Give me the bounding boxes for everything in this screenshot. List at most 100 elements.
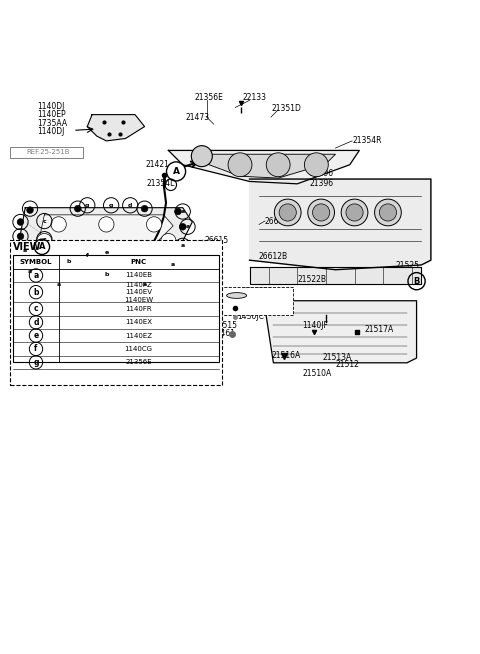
Polygon shape <box>250 179 431 269</box>
Circle shape <box>266 153 290 177</box>
Text: a: a <box>180 243 185 249</box>
Text: 1140JF: 1140JF <box>302 320 328 330</box>
Circle shape <box>17 218 24 226</box>
Text: 21354R: 21354R <box>352 137 382 145</box>
Text: 21396: 21396 <box>309 179 333 188</box>
Circle shape <box>137 277 152 292</box>
Circle shape <box>161 252 176 268</box>
Text: 26615: 26615 <box>204 235 228 245</box>
Text: a: a <box>18 220 23 224</box>
Text: g: g <box>85 203 89 208</box>
Text: 1140EB: 1140EB <box>125 273 152 279</box>
Text: 21356E: 21356E <box>195 94 224 103</box>
Text: a: a <box>143 282 146 286</box>
Text: 1140FZ
1140EV
1140EW: 1140FZ 1140EV 1140EW <box>124 282 153 303</box>
Text: c: c <box>34 304 38 313</box>
Text: 21351D: 21351D <box>271 104 301 113</box>
Text: a: a <box>28 206 32 211</box>
Circle shape <box>161 233 176 249</box>
Circle shape <box>308 199 335 226</box>
Circle shape <box>192 146 212 167</box>
Text: a: a <box>23 248 27 253</box>
Text: a: a <box>171 262 175 267</box>
Circle shape <box>141 205 148 212</box>
Text: 21354L: 21354L <box>147 179 175 188</box>
Circle shape <box>17 233 24 239</box>
Text: g: g <box>109 203 113 208</box>
Text: 26614: 26614 <box>176 260 200 269</box>
Circle shape <box>99 243 114 258</box>
Text: 1140DJ: 1140DJ <box>37 128 64 136</box>
Circle shape <box>341 199 368 226</box>
Text: 1140CG: 1140CG <box>125 346 153 352</box>
Circle shape <box>304 153 328 177</box>
Text: 21515: 21515 <box>214 320 238 330</box>
Text: 21473: 21473 <box>185 114 209 122</box>
Text: b: b <box>104 272 108 277</box>
Text: 1735AA: 1735AA <box>37 119 67 128</box>
FancyBboxPatch shape <box>10 240 222 385</box>
Text: 1140FC: 1140FC <box>110 216 139 226</box>
Text: B: B <box>413 277 420 286</box>
Text: 22124A: 22124A <box>238 303 267 313</box>
Text: b: b <box>33 288 39 297</box>
Circle shape <box>99 216 114 232</box>
Text: VIEW: VIEW <box>13 242 42 252</box>
Circle shape <box>56 277 71 292</box>
Circle shape <box>99 267 114 282</box>
Circle shape <box>312 204 330 221</box>
Text: 1430JC: 1430JC <box>238 311 264 320</box>
Text: e: e <box>34 331 38 340</box>
Text: 21520: 21520 <box>177 296 201 305</box>
Circle shape <box>41 252 57 268</box>
Circle shape <box>379 204 396 221</box>
Text: 21461: 21461 <box>211 329 235 338</box>
Circle shape <box>146 216 162 232</box>
Text: 22133: 22133 <box>242 94 266 103</box>
Text: 21513A: 21513A <box>322 353 351 362</box>
Text: 21512: 21512 <box>336 360 360 369</box>
Text: B: B <box>199 263 205 272</box>
Text: 1140DJ: 1140DJ <box>37 102 64 111</box>
Polygon shape <box>16 208 192 313</box>
Text: 21396: 21396 <box>309 169 333 178</box>
Circle shape <box>180 224 186 230</box>
Text: d: d <box>33 318 39 327</box>
Text: 21510A: 21510A <box>302 370 331 378</box>
Circle shape <box>74 205 81 212</box>
Circle shape <box>27 266 34 273</box>
Text: REF.25-251B: REF.25-251B <box>26 149 70 156</box>
Text: 1140FR: 1140FR <box>125 306 152 312</box>
Text: c: c <box>42 218 46 224</box>
Circle shape <box>22 247 29 254</box>
Text: 26612B: 26612B <box>258 252 287 261</box>
Circle shape <box>346 204 363 221</box>
Text: 21525: 21525 <box>395 262 419 270</box>
Text: 21522B: 21522B <box>297 275 326 284</box>
Polygon shape <box>250 267 421 284</box>
Ellipse shape <box>227 292 247 298</box>
FancyBboxPatch shape <box>205 287 293 315</box>
Circle shape <box>51 216 66 232</box>
Circle shape <box>374 199 401 226</box>
Text: c: c <box>42 237 46 242</box>
Circle shape <box>184 243 191 249</box>
Text: A: A <box>39 243 45 251</box>
Polygon shape <box>168 150 360 184</box>
Text: a: a <box>185 224 190 230</box>
Text: SYMBOL: SYMBOL <box>20 259 52 265</box>
Text: PNC: PNC <box>131 259 147 265</box>
Circle shape <box>279 204 296 221</box>
Text: f: f <box>86 253 89 258</box>
Text: 21517A: 21517A <box>364 325 393 334</box>
Text: A: A <box>172 167 180 176</box>
Circle shape <box>27 207 34 213</box>
Text: 26611: 26611 <box>265 216 289 226</box>
Text: a: a <box>76 206 80 211</box>
Text: a: a <box>143 206 146 211</box>
Text: 21451B: 21451B <box>244 286 273 296</box>
FancyBboxPatch shape <box>10 146 84 158</box>
Polygon shape <box>202 154 336 178</box>
Text: b: b <box>66 258 71 264</box>
Text: a: a <box>180 209 185 214</box>
